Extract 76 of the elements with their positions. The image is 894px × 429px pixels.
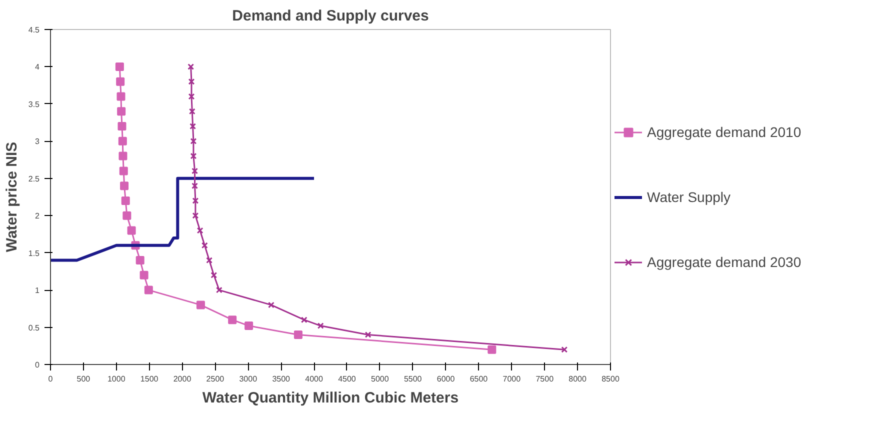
point [228, 316, 237, 324]
point [116, 92, 126, 101]
x-tick-label: 2000 [173, 374, 192, 384]
point [144, 286, 153, 294]
point [192, 168, 198, 174]
point [119, 166, 128, 176]
x-tick-label: 8500 [602, 374, 620, 384]
x-tick-label: 3500 [272, 374, 291, 384]
point [188, 63, 194, 70]
y-tick-label: 4 [35, 62, 40, 72]
x-tick-label: 2500 [206, 374, 225, 384]
point [188, 93, 195, 100]
point [192, 212, 199, 219]
point [190, 152, 197, 160]
point [196, 300, 205, 310]
x-tick-label: 1000 [107, 374, 126, 384]
point [115, 62, 124, 71]
y-tick-label: 3.5 [28, 100, 40, 109]
point [118, 122, 126, 131]
x-tick-label: 6500 [470, 374, 488, 384]
point [140, 270, 148, 280]
point [188, 78, 195, 85]
y-tick-label: 3 [35, 137, 40, 146]
x-tick-label: 8000 [568, 374, 588, 384]
legend-label: Aggregate demand 2010 [647, 124, 802, 140]
point [122, 211, 132, 220]
legend-label: Aggregate demand 2030 [647, 254, 802, 270]
x-tick-label: 5000 [371, 374, 390, 384]
point [244, 322, 254, 330]
point [192, 197, 199, 204]
point [190, 138, 197, 144]
point [121, 196, 130, 205]
point [268, 302, 274, 308]
x-tick-label: 5500 [404, 374, 422, 384]
point [216, 286, 222, 294]
x-tick-label: 7500 [536, 374, 554, 384]
y-tick-label: 2.5 [28, 174, 40, 184]
x-tick-label: 4500 [338, 374, 356, 384]
point [127, 226, 136, 235]
y-axis-title: Water price NIS [3, 142, 20, 252]
point [300, 316, 308, 324]
point [117, 107, 126, 116]
point [120, 182, 129, 190]
y-tick-label: 1.5 [28, 248, 40, 258]
point [294, 330, 302, 339]
point [201, 242, 208, 249]
point [206, 257, 212, 264]
x-tick-label: 3000 [239, 374, 258, 384]
y-tick-label: 0.5 [28, 323, 40, 332]
point [136, 256, 144, 265]
x-axis-title: Water Quantity Million Cubic Meters [202, 390, 459, 406]
point [364, 331, 372, 338]
line-series [50, 176, 316, 262]
point [190, 123, 196, 130]
point [488, 345, 496, 354]
x-tick-label: 7000 [502, 374, 522, 384]
point [210, 272, 218, 278]
x-tick-label: 4000 [305, 374, 324, 384]
y-tick-label: 4.5 [28, 26, 40, 34]
point [188, 108, 196, 115]
x-tick-label: 6000 [436, 374, 456, 384]
point [196, 227, 204, 234]
point [317, 322, 324, 330]
point [116, 77, 125, 86]
point [561, 346, 568, 353]
point [118, 136, 127, 146]
point [192, 182, 198, 190]
legend-label: Water Supply [647, 188, 731, 204]
y-tick-label: 1 [35, 286, 40, 296]
x-tick-label: 0 [48, 374, 54, 384]
x-tick-label: 500 [76, 374, 91, 384]
x-tick-label: 1500 [140, 374, 159, 384]
chart-title: Demand and Supply curves [232, 8, 429, 24]
point [118, 152, 128, 160]
y-tick-label: 2 [35, 212, 40, 221]
y-tick-label: 0 [35, 360, 40, 370]
